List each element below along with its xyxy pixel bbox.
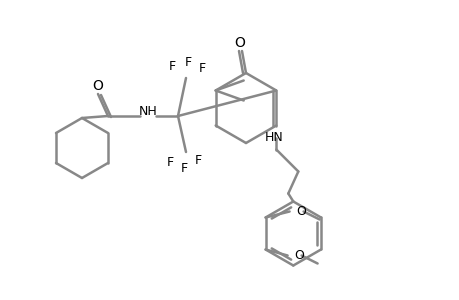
Text: O: O <box>294 249 304 262</box>
Text: O: O <box>92 79 103 93</box>
Text: F: F <box>180 161 187 175</box>
Text: NH: NH <box>138 104 157 118</box>
Text: F: F <box>198 61 205 74</box>
Text: O: O <box>296 205 306 218</box>
Text: HN: HN <box>264 131 283 144</box>
Text: O: O <box>234 36 245 50</box>
Text: F: F <box>194 154 201 166</box>
Text: F: F <box>166 155 173 169</box>
Text: F: F <box>184 56 191 68</box>
Text: F: F <box>168 59 175 73</box>
